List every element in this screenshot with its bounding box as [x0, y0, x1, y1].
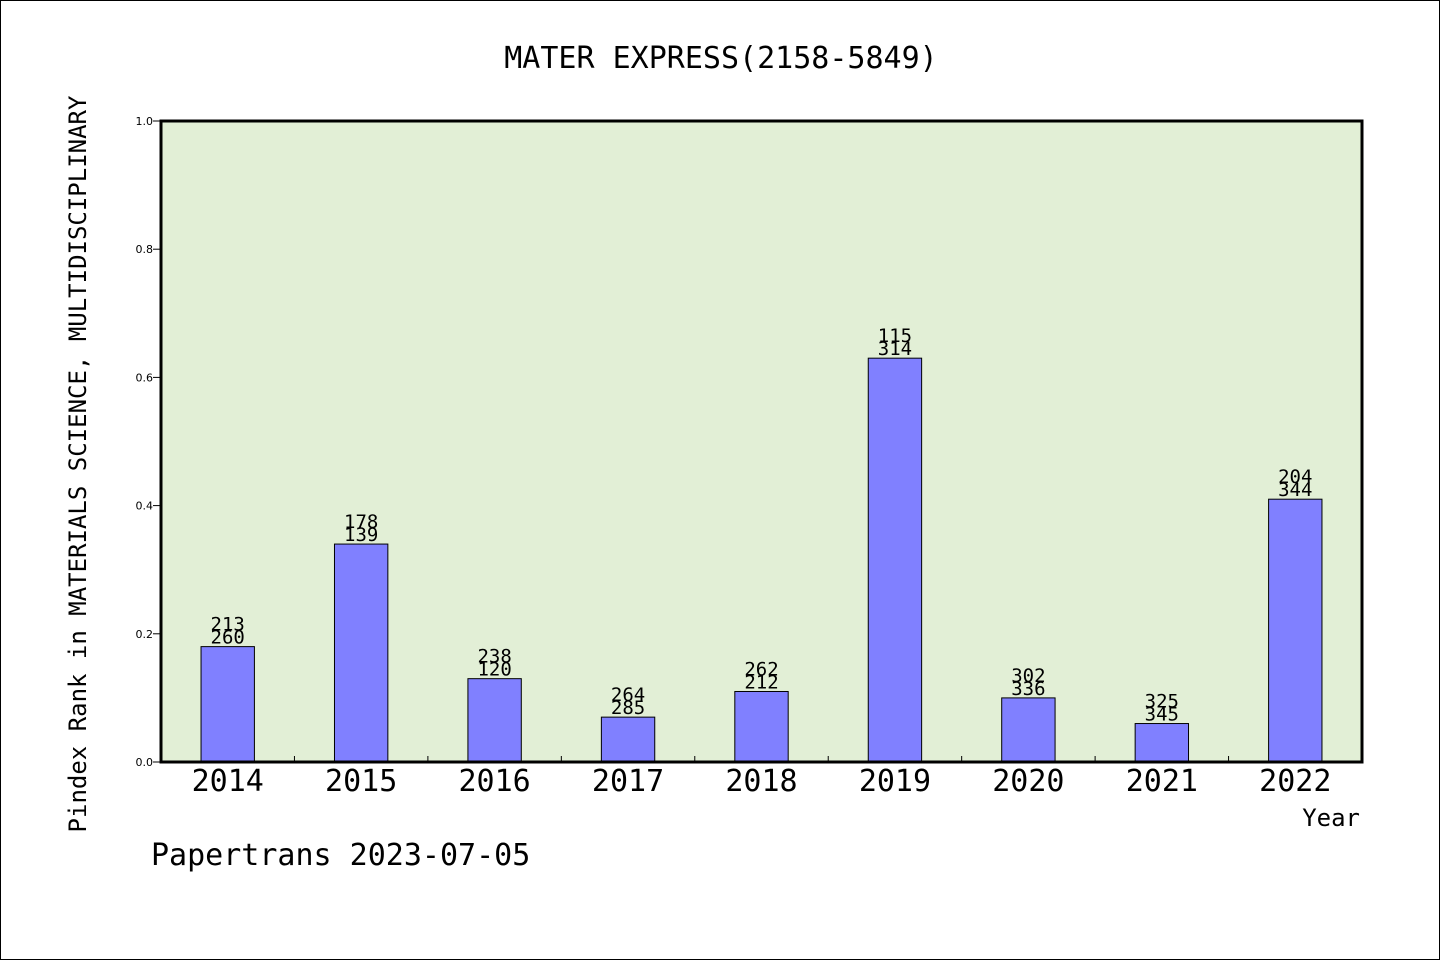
bar-label-top: 115 — [878, 325, 912, 347]
bar — [867, 357, 923, 763]
bar — [200, 646, 255, 763]
y-ticks-group: 0.0 0.2 0.4 0.6 0.8 1.0 — [136, 115, 161, 769]
bar-label-top: 325 — [1145, 691, 1179, 713]
bar — [1134, 723, 1190, 763]
bar-label-bottom: 260 — [211, 627, 245, 649]
bar-label-top: 302 — [1011, 665, 1045, 687]
bar-label-bottom: 314 — [878, 338, 912, 360]
bar — [600, 716, 656, 763]
x-axis-label: Year — [1302, 804, 1360, 832]
y-tick-label: 0.2 — [136, 628, 154, 641]
y-tick-label: 0.8 — [136, 243, 154, 256]
y-tick-label: 0.0 — [136, 756, 154, 769]
bar-label-top: 264 — [611, 684, 645, 706]
bar — [1001, 697, 1056, 763]
bar-label-bottom: 285 — [611, 697, 645, 719]
bar-label-bottom: 212 — [744, 671, 778, 693]
bar-label-bottom: 139 — [344, 524, 378, 546]
bar — [734, 690, 789, 763]
bar-label-bottom: 344 — [1278, 479, 1312, 501]
x-tick-label: 2015 — [325, 764, 397, 799]
bar-label-top: 213 — [211, 614, 245, 636]
bar — [1268, 498, 1323, 763]
bar-label-top: 178 — [344, 511, 378, 533]
bar-label-top: 262 — [744, 658, 778, 680]
bar-label-top: 204 — [1278, 466, 1312, 488]
chart-title: MATER EXPRESS(2158-5849) — [504, 41, 937, 76]
bar-label-bottom: 345 — [1145, 704, 1179, 726]
x-tick-label: 2021 — [1126, 764, 1198, 799]
plot-border — [159, 119, 1364, 764]
bar-label-bottom: 120 — [477, 659, 511, 681]
y-tick-label: 0.4 — [136, 500, 154, 513]
bar — [467, 678, 522, 763]
bar — [333, 543, 389, 763]
x-tick-label: 2022 — [1259, 764, 1331, 799]
y-tick-label: 1.0 — [136, 115, 154, 128]
y-tick-label: 0.6 — [136, 371, 154, 384]
bars-group: 2132601781392381202642852622121153143023… — [200, 325, 1323, 763]
x-tick-label: 2016 — [458, 764, 530, 799]
x-tick-label: 2017 — [592, 764, 664, 799]
bar-label-top: 238 — [477, 646, 511, 668]
bar-label-bottom: 336 — [1011, 678, 1045, 700]
x-tick-label: 2019 — [859, 764, 931, 799]
y-axis-label: Pindex Rank in MATERIALS SCIENCE, MULTID… — [64, 95, 92, 832]
footer-text: Papertrans 2023-07-05 — [151, 838, 530, 873]
x-tick-label: 2014 — [192, 764, 264, 799]
x-tick-label: 2018 — [725, 764, 797, 799]
x-tick-label: 2020 — [992, 764, 1064, 799]
x-ticks-group: 2014 2015 2016 2017 2018 2019 2020 2021 2022 — [192, 756, 1331, 799]
